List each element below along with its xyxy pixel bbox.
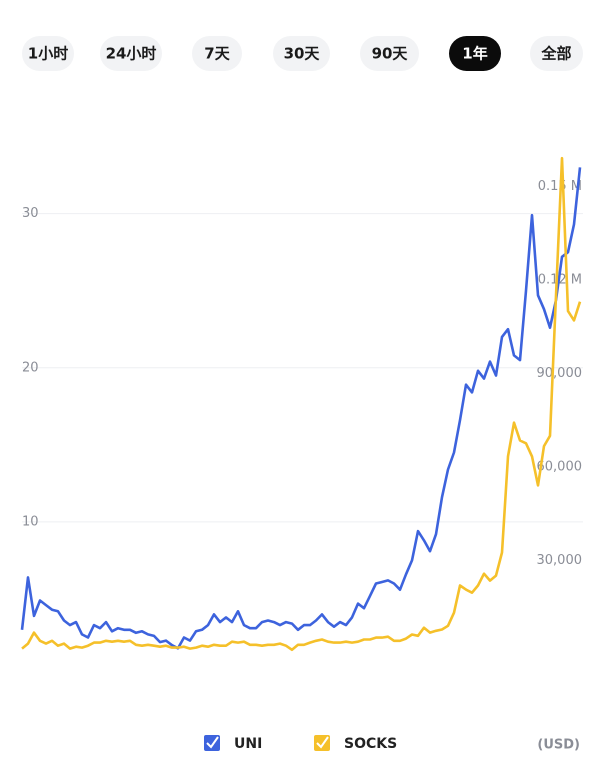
y2-tick-label: 30,000 — [537, 553, 583, 568]
tab-label: 90天 — [372, 45, 409, 63]
tab-bg — [273, 36, 330, 71]
tab[interactable]: 90天 — [360, 36, 419, 71]
y-tick-label: 20 — [22, 360, 39, 375]
tab-bg — [100, 36, 162, 71]
y2-tick-label: 90,000 — [537, 366, 583, 381]
y-tick-label: 30 — [22, 206, 39, 221]
tab-bg — [360, 36, 419, 71]
y2-tick-label: 60,000 — [537, 460, 583, 475]
tab[interactable]: 24小时 — [100, 36, 162, 71]
tab-label: 24小时 — [106, 45, 157, 63]
legend-label: UNI — [234, 736, 262, 752]
legend-label: SOCKS — [344, 736, 397, 752]
series-line — [20, 167, 582, 650]
tab-label: 1年 — [462, 45, 487, 63]
tab-label: 1小时 — [28, 45, 68, 63]
tab-bg — [530, 36, 583, 71]
legend-item[interactable]: UNI — [204, 735, 262, 752]
tab-bg — [22, 36, 74, 71]
currency-label: (USD) — [537, 738, 580, 753]
tab[interactable]: 30天 — [273, 36, 330, 71]
tab-label: 全部 — [540, 45, 571, 63]
tab-label: 7天 — [204, 45, 230, 63]
legend-item[interactable]: SOCKS — [314, 735, 397, 752]
legend-check — [316, 736, 329, 749]
tab[interactable]: 1年 — [449, 36, 501, 71]
tab[interactable]: 全部 — [530, 36, 583, 71]
legend-check — [206, 736, 219, 749]
tab-bg — [449, 36, 501, 71]
series-line — [21, 156, 582, 652]
tab[interactable]: 1小时 — [22, 36, 74, 71]
tab-label: 30天 — [284, 45, 321, 63]
tab[interactable]: 7天 — [192, 36, 242, 71]
y-tick-label: 10 — [22, 514, 39, 529]
tab-bg — [192, 36, 242, 71]
